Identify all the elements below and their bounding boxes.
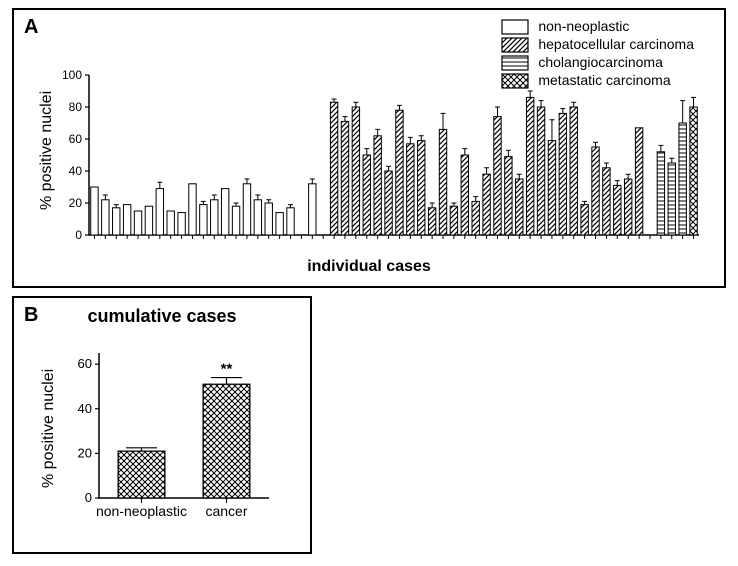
bar (211, 200, 218, 235)
bar (102, 200, 109, 235)
bar (505, 157, 512, 235)
bar (407, 144, 414, 235)
panel-b-ylabel: % positive nuclei (40, 369, 58, 488)
legend-swatch (502, 56, 526, 68)
svg-text:100: 100 (62, 68, 82, 82)
bar (265, 203, 272, 235)
bar (123, 205, 130, 235)
bar (526, 97, 533, 235)
bar (614, 185, 621, 235)
bar (570, 107, 577, 235)
bar (91, 187, 98, 235)
bar (624, 179, 631, 235)
bar (428, 208, 435, 235)
panel-a: A non-neoplastic hepatocellular carcinoma… (12, 8, 726, 288)
svg-text:0: 0 (85, 490, 92, 505)
legend-swatch (502, 20, 526, 32)
bar (461, 155, 468, 235)
chart-a-svg: 020406080100 (84, 75, 704, 245)
bar (668, 163, 675, 235)
xtick-label: cancer (205, 503, 247, 519)
bar (309, 184, 316, 235)
svg-text:60: 60 (69, 132, 83, 146)
bar (635, 128, 642, 235)
bar (603, 168, 610, 235)
bar (232, 206, 239, 235)
bar (450, 206, 457, 235)
bar (156, 189, 163, 235)
bar (679, 123, 686, 235)
legend-row: non-neoplastic (502, 18, 694, 34)
bar (516, 179, 523, 235)
bar (243, 184, 250, 235)
svg-text:80: 80 (69, 100, 83, 114)
bar (118, 451, 165, 498)
chart-b-svg: 0204060non-neoplastic**cancer (94, 353, 274, 513)
legend-row: cholangiocarcinoma (502, 54, 694, 70)
bar (385, 171, 392, 235)
bar (396, 110, 403, 235)
legend-label: cholangiocarcinoma (538, 54, 663, 70)
bar (537, 107, 544, 235)
bar (178, 213, 185, 235)
bar (145, 206, 152, 235)
legend-swatch (502, 38, 526, 50)
bar (483, 174, 490, 235)
bar (341, 121, 348, 235)
svg-text:0: 0 (75, 228, 82, 242)
bar (548, 141, 555, 235)
bar (363, 155, 370, 235)
panel-b: B cumulative cases % positive nuclei 020… (12, 296, 312, 554)
panel-a-xlabel: individual cases (14, 258, 724, 276)
significance-marker: ** (221, 361, 233, 378)
bar (200, 205, 207, 235)
bar (330, 102, 337, 235)
bar (254, 200, 261, 235)
xtick-label: non-neoplastic (96, 503, 187, 519)
bar (657, 152, 664, 235)
bar (559, 113, 566, 235)
bar (418, 141, 425, 235)
svg-text:40: 40 (69, 164, 83, 178)
panel-a-ylabel: % positive nuclei (38, 91, 56, 210)
legend-label: non-neoplastic (538, 18, 629, 34)
bar (113, 208, 120, 235)
bar (494, 117, 501, 235)
bar (203, 384, 250, 498)
bar (690, 107, 697, 235)
bar (472, 201, 479, 235)
svg-text:60: 60 (78, 356, 92, 371)
bar (221, 189, 228, 235)
bar (352, 107, 359, 235)
panel-b-title: cumulative cases (14, 306, 310, 327)
bar (592, 147, 599, 235)
bar (581, 205, 588, 235)
bar (287, 208, 294, 235)
bar (374, 136, 381, 235)
svg-text:40: 40 (78, 401, 92, 416)
bar (439, 129, 446, 235)
svg-text:20: 20 (78, 445, 92, 460)
bar (167, 211, 174, 235)
bar (189, 184, 196, 235)
bar (134, 211, 141, 235)
bar (276, 213, 283, 235)
legend-label: hepatocellular carcinoma (538, 36, 694, 52)
svg-text:20: 20 (69, 196, 83, 210)
legend-row: hepatocellular carcinoma (502, 36, 694, 52)
panel-a-label: A (24, 16, 38, 39)
